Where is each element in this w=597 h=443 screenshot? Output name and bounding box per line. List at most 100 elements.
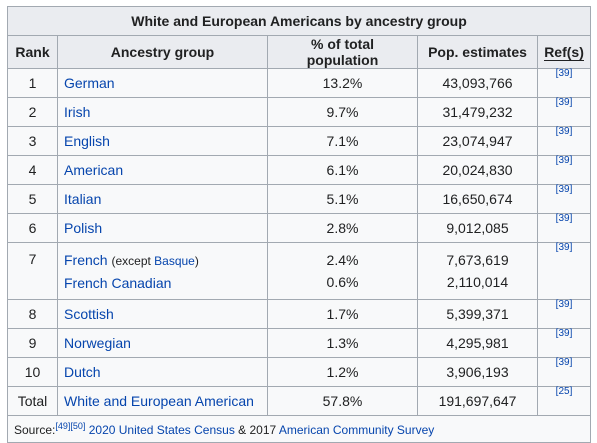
ref-cell: [39] (536, 299, 592, 329)
table-row: 4 American 6.1% 20,024,830 [39] (7, 155, 592, 185)
percent-value: 0.6% (326, 274, 359, 290)
percent-cell: 1.7% (267, 299, 418, 329)
census-link[interactable]: 2020 United States Census (88, 423, 235, 437)
group-cell: Norwegian (57, 328, 268, 358)
rank-cell: 6 (7, 213, 58, 243)
table-row: 7 French (except Basque) French Canadian… (7, 242, 592, 300)
ref-link[interactable]: [39] (555, 97, 573, 108)
table-row: 5 Italian 5.1% 16,650,674 [39] (7, 184, 592, 214)
ancestry-link[interactable]: German (64, 75, 115, 91)
estimate-cell: 31,479,232 (417, 97, 538, 127)
ancestry-link[interactable]: Irish (64, 104, 91, 120)
table-row: 3 English 7.1% 23,074,947 [39] (7, 126, 592, 156)
group-cell: Scottish (57, 299, 268, 329)
note-suffix: ) (194, 253, 199, 268)
ref-cell: [39] (536, 328, 592, 358)
header-percent[interactable]: % of total population (267, 35, 418, 69)
header-rank[interactable]: Rank (7, 35, 58, 69)
estimate-cell: 3,906,193 (417, 357, 538, 387)
ref-link[interactable]: [39] (555, 68, 573, 79)
ancestry-link[interactable]: Norwegian (64, 335, 131, 351)
rank-cell: 4 (7, 155, 58, 185)
source-label: Source: (14, 423, 56, 437)
ref-cell: [39] (536, 184, 592, 214)
ancestry-link[interactable]: Italian (64, 191, 102, 207)
ancestry-link[interactable]: French (64, 251, 108, 268)
estimate-cell: 23,074,947 (417, 126, 538, 156)
ancestry-link[interactable]: French Canadian (64, 274, 172, 291)
estimate-cell: 20,024,830 (417, 155, 538, 185)
ref-link[interactable]: [39] (555, 357, 573, 368)
rank-cell: 9 (7, 328, 58, 358)
wikitable-container: White and European Americans by ancestry… (6, 6, 592, 443)
ref-link[interactable]: [39] (555, 299, 573, 310)
total-group-link[interactable]: White and European American (64, 393, 254, 409)
header-estimate[interactable]: Pop. estimates (417, 35, 538, 69)
rank-cell: 5 (7, 184, 58, 214)
group-cell: Polish (57, 213, 268, 243)
ref-cell: [39] (536, 155, 592, 185)
table-row: 10 Dutch 1.2% 3,906,193 [39] (7, 357, 592, 387)
percent-cell: 2.4% 0.6% (267, 242, 418, 300)
source-refs[interactable]: [49][50] (55, 421, 86, 431)
ref-cell: [39] (536, 357, 592, 387)
group-cell: French (except Basque) French Canadian (57, 242, 268, 300)
source-row: Source:[49][50] 2020 United States Censu… (6, 415, 592, 443)
estimate-cell: 16,650,674 (417, 184, 538, 214)
note-prefix: (except (111, 253, 155, 268)
percent-cell: 2.8% (267, 213, 418, 243)
ancestry-link[interactable]: Polish (64, 220, 103, 236)
percent-cell: 5.1% (267, 184, 418, 214)
group-cell: English (57, 126, 268, 156)
table-row: 8 Scottish 1.7% 5,399,371 [39] (7, 299, 592, 329)
percent-cell: 1.3% (267, 328, 418, 358)
group-cell: Irish (57, 97, 268, 127)
percent-cell: 9.7% (267, 97, 418, 127)
rank-cell: 7 (7, 242, 58, 300)
ref-cell: [39] (536, 213, 592, 243)
ref-link[interactable]: [39] (555, 155, 573, 166)
rank-cell: 10 (7, 357, 58, 387)
table-row: 9 Norwegian 1.3% 4,295,981 [39] (7, 328, 592, 358)
ref-link[interactable]: [39] (555, 184, 573, 195)
header-refs[interactable]: Ref(s) (536, 35, 592, 69)
table-caption: White and European Americans by ancestry… (6, 6, 592, 36)
ref-link[interactable]: [39] (555, 328, 573, 339)
group-cell: German (57, 68, 268, 98)
estimate-value: 7,673,619 (446, 252, 509, 268)
header-row: Rank Ancestry group % of total populatio… (7, 35, 592, 69)
ref-link[interactable]: [39] (555, 242, 573, 253)
table-row: 6 Polish 2.8% 9,012,085 [39] (7, 213, 592, 243)
ancestry-table: White and European Americans by ancestry… (6, 6, 592, 443)
ref-link[interactable]: [25] (555, 386, 573, 397)
rank-cell: 8 (7, 299, 58, 329)
table-row: 2 Irish 9.7% 31,479,232 [39] (7, 97, 592, 127)
acs-link[interactable]: American Community Survey (278, 423, 435, 437)
ref-cell: [39] (536, 97, 592, 127)
ref-cell: [39] (536, 126, 592, 156)
ancestry-link[interactable]: Dutch (64, 364, 101, 380)
group-cell: White and European American (57, 386, 268, 416)
source-between: & 2017 (234, 423, 279, 437)
percent-cell: 13.2% (267, 68, 418, 98)
ref-link[interactable]: [39] (555, 213, 573, 224)
ref-link[interactable]: [39] (555, 126, 573, 137)
percent-cell: 1.2% (267, 357, 418, 387)
header-ancestry[interactable]: Ancestry group (57, 35, 268, 69)
ancestry-link[interactable]: Scottish (64, 306, 114, 322)
ancestry-link[interactable]: English (64, 133, 110, 149)
basque-link[interactable]: Basque (154, 253, 195, 268)
ref-cell: [39] (536, 68, 592, 98)
estimate-cell: 9,012,085 (417, 213, 538, 243)
table-row: 1 German 13.2% 43,093,766 [39] (7, 68, 592, 98)
ancestry-link[interactable]: American (64, 162, 124, 178)
percent-value: 2.4% (326, 252, 359, 268)
estimate-cell: 5,399,371 (417, 299, 538, 329)
refs-label: Ref(s) (544, 44, 584, 61)
estimate-cell: 7,673,619 2,110,014 (417, 242, 538, 300)
estimate-cell: 43,093,766 (417, 68, 538, 98)
estimate-cell: 4,295,981 (417, 328, 538, 358)
group-cell: Dutch (57, 357, 268, 387)
rank-cell: 2 (7, 97, 58, 127)
percent-cell: 7.1% (267, 126, 418, 156)
